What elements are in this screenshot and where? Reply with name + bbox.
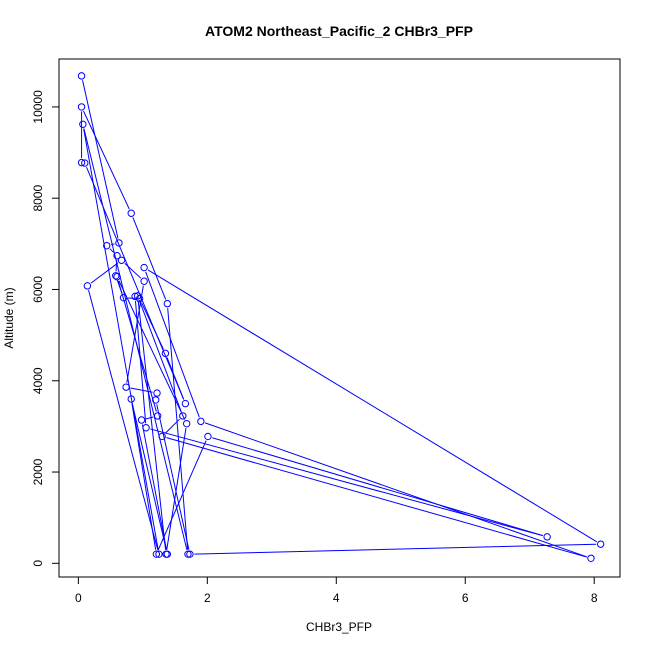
x-tick-label: 8 (591, 591, 598, 605)
series-segment (134, 300, 147, 424)
data-point (163, 299, 172, 308)
y-tick-label: 2000 (31, 458, 45, 485)
series-segment (194, 543, 597, 555)
data-point (127, 395, 135, 403)
data-point (163, 550, 172, 558)
data-point (77, 158, 86, 167)
series-segment (166, 437, 587, 558)
series-segment (165, 418, 180, 434)
y-tick-label: 6000 (31, 276, 45, 303)
data-point (131, 292, 139, 301)
data-point (133, 292, 142, 300)
series-segment (167, 308, 189, 550)
x-tick-label: 4 (333, 591, 340, 605)
data-point (112, 272, 120, 280)
data-point (543, 533, 551, 541)
series-segment (138, 299, 182, 412)
data-point (158, 432, 166, 441)
data-point (182, 419, 191, 428)
y-axis: 0 2000 4000 6000 8000 10000 (31, 90, 60, 567)
series-segment (212, 437, 543, 537)
data-point (117, 256, 126, 264)
data-point (153, 389, 161, 397)
series-segment (110, 243, 115, 246)
y-tick-label: 8000 (31, 185, 45, 212)
series-segment (147, 269, 598, 543)
data-point (77, 103, 86, 111)
data-point (186, 550, 194, 558)
series-segment (150, 428, 543, 537)
series-segment (88, 290, 159, 550)
series-segment (141, 424, 167, 550)
series-segment (131, 403, 167, 550)
data-point (204, 432, 212, 441)
x-axis-label: CHBr3_PFP (306, 620, 372, 634)
y-tick-label: 4000 (31, 367, 45, 394)
data-point (587, 554, 595, 562)
data-point (77, 72, 86, 80)
data-point (197, 417, 205, 426)
series-segment (118, 280, 186, 420)
series-segment (132, 217, 167, 300)
series-segment (157, 440, 207, 551)
data-point (113, 272, 121, 281)
series-segment (82, 80, 119, 239)
series-segment (137, 300, 167, 550)
data-point (119, 293, 128, 302)
x-tick-label: 6 (462, 591, 469, 605)
chart-title: ATOM2 Northeast_Pacific_2 CHBr3_PFP (205, 23, 473, 39)
data-point (81, 159, 89, 167)
data-point (152, 396, 160, 404)
y-axis-label: Altitude (m) (2, 287, 16, 348)
x-tick-label: 0 (75, 591, 82, 605)
data-point (137, 416, 146, 424)
data-point (142, 424, 150, 432)
data-point (115, 239, 123, 247)
data-point (179, 412, 187, 420)
data-point (181, 399, 190, 408)
data-point (153, 412, 162, 420)
series-segment (130, 387, 153, 393)
series-segment (166, 428, 187, 550)
y-tick-label: 0 (31, 560, 45, 567)
series-segment (117, 280, 157, 412)
data-point (155, 550, 163, 558)
series-segment (145, 416, 154, 420)
data-point (140, 263, 148, 272)
series-layer (77, 72, 605, 562)
series-segment (145, 271, 200, 418)
series-segment (124, 262, 142, 279)
data-point (127, 209, 135, 217)
data-point (103, 241, 111, 250)
data-point (161, 349, 170, 358)
series-segment (131, 403, 157, 550)
data-point (152, 550, 161, 558)
series-segment (90, 262, 119, 284)
series-segment (109, 248, 115, 253)
x-axis: 0 2 4 6 8 (75, 576, 598, 605)
series-segment (156, 404, 190, 550)
series-segment (204, 422, 587, 558)
data-point (79, 120, 87, 128)
series-segment (83, 110, 130, 210)
x-tick-label: 2 (204, 591, 211, 605)
data-point (122, 383, 130, 391)
series-segment (83, 128, 159, 550)
data-point (596, 540, 605, 548)
data-point (184, 550, 192, 558)
data-point (113, 252, 121, 260)
data-point (140, 277, 148, 285)
y-tick-label: 10000 (31, 90, 45, 124)
data-point (83, 282, 92, 290)
